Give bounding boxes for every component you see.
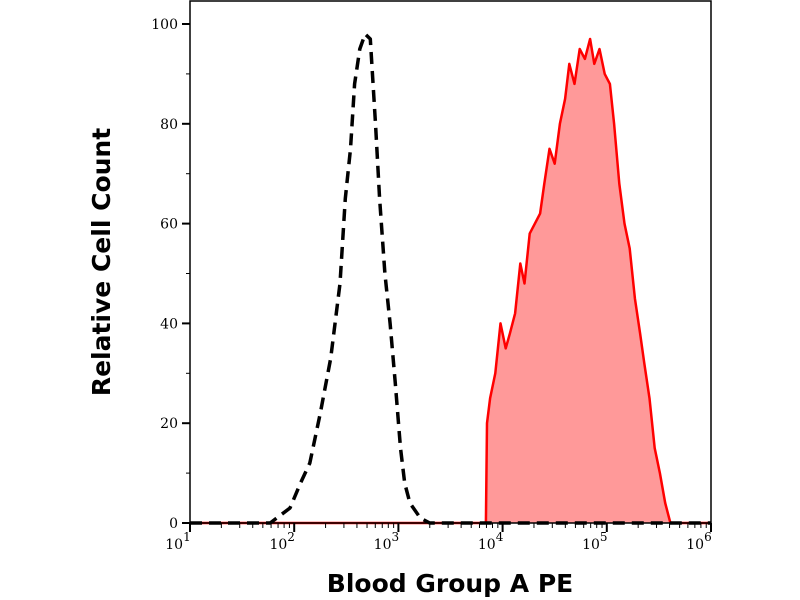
plot-area [190,32,711,525]
y-tick-label: 80 [160,117,178,133]
stained-histogram-line [190,37,711,525]
x-tick-label: 104 [478,530,504,553]
x-axis-title: Blood Group A PE [327,569,573,598]
y-tick-label: 0 [169,516,178,532]
plot-frame [189,0,712,524]
axes: 0 20 40 60 80 100 101 102 103 104 105 106 [151,0,712,553]
y-tick-label: 40 [160,316,178,332]
y-tick-label: 60 [160,217,178,233]
x-tick-label: 101 [165,530,190,553]
x-tick-label: 103 [374,530,399,553]
y-tick-label: 100 [151,17,178,33]
x-tick-label: 102 [269,530,294,553]
y-tick-label: 20 [160,416,178,432]
x-tick-label: 106 [686,530,711,553]
isotype-dashed-line [190,32,711,525]
y-axis-title: Relative Cell Count [87,128,116,396]
x-tick-label: 105 [582,530,607,553]
series-fill-area [190,39,711,523]
